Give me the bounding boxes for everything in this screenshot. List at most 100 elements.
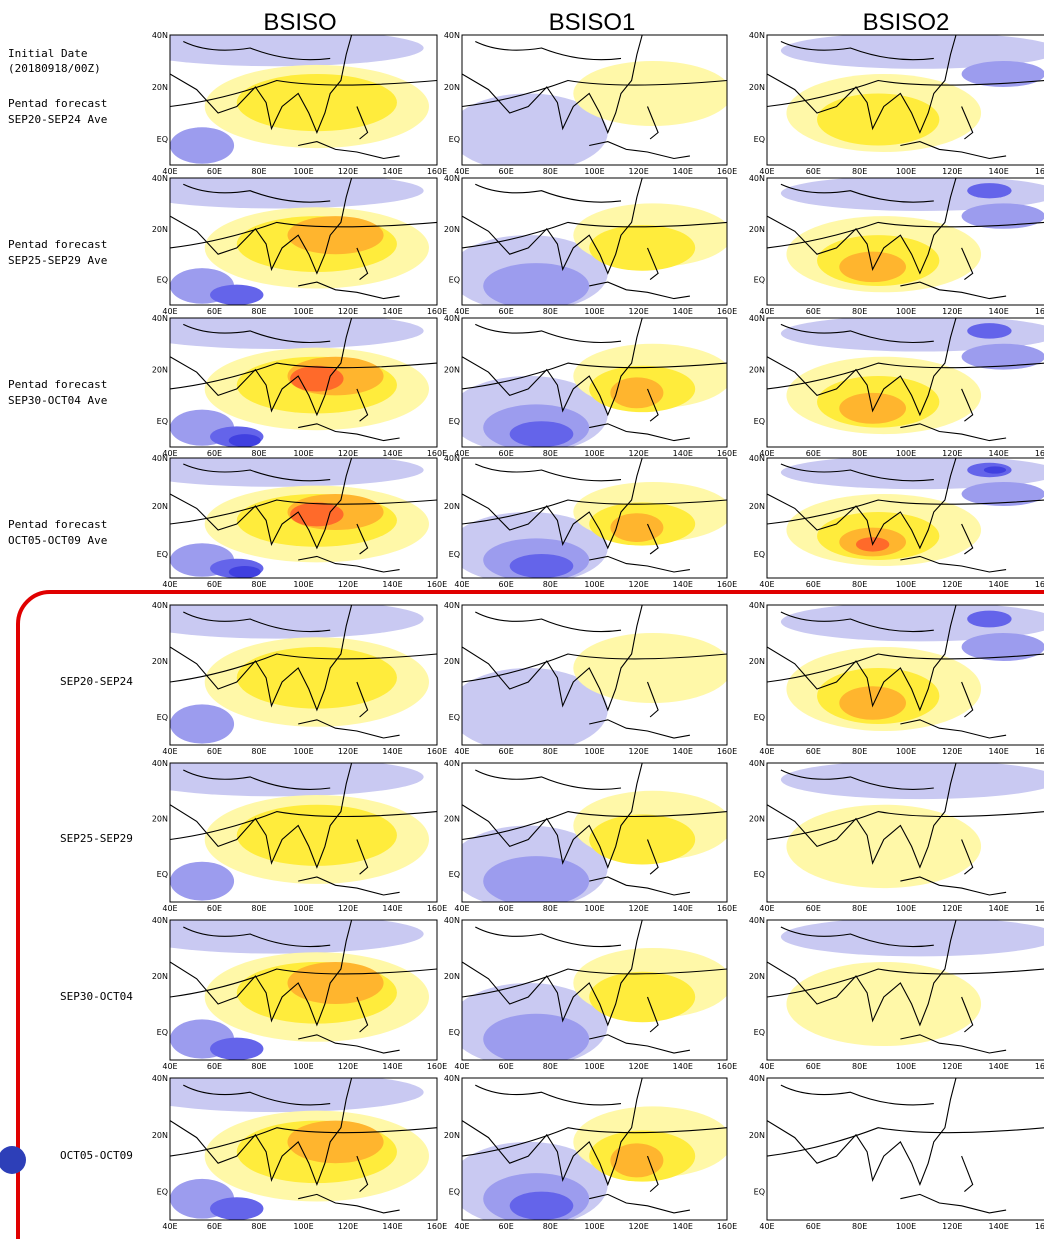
lon-label: 80E [251,1222,266,1231]
lon-label: 60E [499,747,514,756]
lon-label: 80E [852,307,867,316]
initial-date-label: Initial Date [8,47,87,60]
lon-label: 140E [989,167,1009,176]
lon-label: 80E [543,580,558,589]
lat-label: EQ [449,870,460,879]
negative-anomaly [483,856,589,906]
lon-label: 80E [852,1222,867,1231]
negative-anomaly [967,183,1011,198]
map-field [130,757,437,902]
lon-label: 40E [759,580,774,589]
lon-label: 80E [251,747,266,756]
lon-label: 160E [1035,1062,1044,1071]
lat-label: 20N [749,225,765,234]
lon-label: 120E [338,747,358,756]
lon-label: 80E [251,307,266,316]
lon-label: 140E [989,1062,1009,1071]
row-period: SEP20-SEP24 Ave [8,113,107,126]
lon-label: 80E [852,449,867,458]
lon-label: 140E [673,580,693,589]
lon-label: 160E [427,580,447,589]
map-field [130,453,437,578]
lon-label: 40E [759,747,774,756]
lon-label: 100E [584,904,604,913]
row-period: SEP30-OCT04 Ave [8,394,107,407]
map-panel: 40N20NEQ40E60E80E100E120E140E160E [130,914,447,1071]
lon-label: 40E [162,580,177,589]
lon-label: 80E [251,580,266,589]
lon-label: 140E [382,449,402,458]
lon-label: 40E [454,1062,469,1071]
lat-label: 20N [152,815,168,824]
lon-label: 140E [673,904,693,913]
lon-label: 60E [806,904,821,913]
lon-label: 120E [338,167,358,176]
lon-label: 160E [427,1062,447,1071]
lon-label: 140E [382,1062,402,1071]
column-header: BSISO2 [863,9,950,36]
positive-anomaly [610,377,663,408]
lon-label: 60E [499,904,514,913]
map-field [130,30,437,165]
lat-label: 40N [749,601,765,610]
lat-label: 20N [749,657,765,666]
lat-label: 20N [444,657,460,666]
lat-label: 40N [749,916,765,925]
row-kind: Pentad forecast [8,238,107,251]
lon-label: 120E [338,307,358,316]
lon-label: 140E [673,1222,693,1231]
lon-label: 100E [293,580,313,589]
lon-label: 100E [896,307,916,316]
map-field [449,605,733,752]
lon-label: 80E [251,449,266,458]
lon-label: 160E [717,307,737,316]
lat-label: 20N [749,815,765,824]
negative-anomaly [483,263,589,309]
map-panel: 40N20NEQ40E60E80E100E120E140E160E [749,601,1044,756]
map-panel: 40N20NEQ40E60E80E100E120E140E160E [444,916,737,1071]
map-panel: 40N20NEQ40E60E80E100E120E140E160E [749,759,1044,913]
lat-label: 40N [152,1074,168,1083]
lat-label: 20N [749,83,765,92]
lon-label: 100E [584,449,604,458]
map-panel: 40N20NEQ40E60E80E100E120E140E160E [444,1074,737,1231]
positive-anomaly [589,972,695,1022]
positive-anomaly [610,1143,663,1177]
initial-date-value: (20180918/00Z) [8,62,101,75]
lat-label: 20N [749,972,765,981]
negative-anomaly [967,323,1011,338]
lon-label: 40E [162,1062,177,1071]
lon-label: 140E [989,904,1009,913]
lon-label: 80E [543,449,558,458]
map-field [130,599,437,745]
lon-label: 40E [162,1222,177,1231]
lon-label: 60E [499,449,514,458]
negative-anomaly [483,1014,589,1064]
lat-label: 20N [152,502,168,511]
map-panel: 40N20NEQ40E60E80E100E120E140E160E [130,30,447,176]
lat-label: EQ [157,1188,168,1197]
column-header: BSISO [263,9,336,36]
lat-label: 20N [749,366,765,375]
map-field [767,456,1044,578]
lon-label: 160E [717,904,737,913]
lon-label: 80E [852,580,867,589]
lat-label: 40N [749,759,765,768]
lat-label: EQ [157,870,168,879]
lon-label: 100E [896,904,916,913]
lon-label: 80E [543,1222,558,1231]
lon-label: 60E [207,449,222,458]
column-header: BSISO1 [549,9,636,36]
lat-label: EQ [754,870,765,879]
lon-label: 160E [717,1062,737,1071]
lon-label: 60E [499,1062,514,1071]
negative-anomaly [984,466,1006,473]
lat-label: 20N [152,972,168,981]
lon-label: 100E [293,307,313,316]
lon-label: 140E [382,580,402,589]
lon-label: 60E [806,307,821,316]
lon-label: 120E [629,307,649,316]
